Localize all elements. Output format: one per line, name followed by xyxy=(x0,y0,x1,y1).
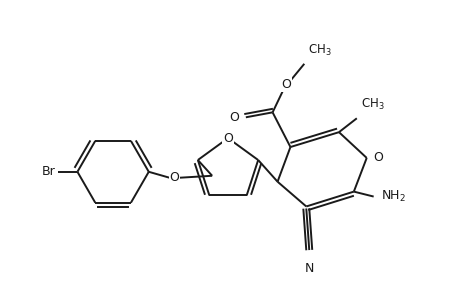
Text: NH$_2$: NH$_2$ xyxy=(380,189,405,204)
Text: CH$_3$: CH$_3$ xyxy=(360,97,384,112)
Text: O: O xyxy=(223,132,232,145)
Text: N: N xyxy=(304,262,313,275)
Text: O: O xyxy=(373,152,383,164)
Text: O: O xyxy=(281,78,291,91)
Text: CH$_3$: CH$_3$ xyxy=(308,43,331,58)
Text: O: O xyxy=(169,171,179,184)
Text: Br: Br xyxy=(42,165,56,178)
Text: O: O xyxy=(229,111,238,124)
